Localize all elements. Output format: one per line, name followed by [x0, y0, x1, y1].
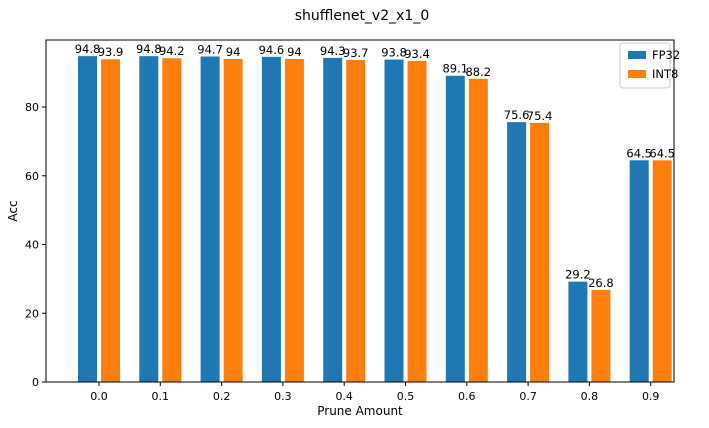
x-tick-label: 0.1 — [152, 390, 170, 403]
legend-swatch-fp32 — [628, 51, 646, 59]
plot-frame — [45, 39, 675, 383]
x-tick-label: 0.4 — [335, 390, 353, 403]
y-axis-label: Acc — [6, 200, 20, 221]
x-tick-label: 0.7 — [519, 390, 537, 403]
data-label: 89.1 — [442, 62, 468, 76]
bar-int8 — [591, 289, 611, 382]
x-tick-label: 0.8 — [581, 390, 599, 403]
chart-title: shufflenet_v2_x1_0 — [295, 8, 429, 24]
bar-fp32 — [629, 160, 649, 382]
bar-fp32 — [445, 75, 465, 382]
x-tick-label: 0.2 — [213, 390, 231, 403]
data-label: 64.5 — [626, 146, 652, 160]
bar-int8 — [530, 122, 550, 382]
y-tick-label: 40 — [25, 239, 39, 252]
data-label: 93.8 — [381, 46, 407, 60]
bar-fp32 — [200, 56, 220, 382]
bar-int8 — [346, 59, 366, 383]
bar-fp32 — [78, 56, 97, 382]
bar-fp32 — [139, 56, 159, 382]
data-label: 94.8 — [136, 42, 162, 56]
data-label: 93.7 — [343, 46, 369, 60]
bar-fp32 — [568, 281, 588, 382]
data-label: 75.4 — [527, 109, 553, 123]
bar-int8 — [101, 59, 120, 383]
legend-label: FP32 — [652, 48, 680, 62]
bar-int8 — [284, 58, 304, 383]
bar-fp32 — [261, 56, 281, 382]
legend: FP32 INT8 — [619, 42, 680, 89]
data-label: 94.7 — [197, 42, 223, 56]
data-label: 29.2 — [565, 268, 591, 282]
bar-fp32 — [384, 59, 404, 383]
x-tick-label: 0.3 — [274, 390, 292, 403]
data-label: 75.6 — [504, 108, 530, 122]
data-label: 26.8 — [588, 276, 614, 290]
bar-fp32 — [507, 122, 527, 382]
data-label: 93.9 — [98, 45, 124, 59]
bar-int8 — [162, 58, 182, 382]
bar-int8 — [652, 160, 672, 382]
legend-label: INT8 — [652, 67, 678, 81]
data-label: 88.2 — [465, 65, 491, 79]
y-tick-label: 20 — [25, 307, 39, 320]
y-tick-label: 0 — [32, 376, 39, 389]
bar-int8 — [468, 78, 488, 382]
x-tick-label: 0.9 — [642, 390, 660, 403]
data-label: 94.6 — [259, 43, 285, 57]
x-tick-label: 0.0 — [90, 390, 108, 403]
x-tick-label: 0.6 — [458, 390, 476, 403]
data-label: 94.3 — [320, 44, 346, 58]
data-label: 94 — [226, 45, 241, 59]
y-tick-label: 60 — [25, 170, 39, 183]
x-axis-label: Prune Amount — [317, 404, 403, 418]
data-label: 64.5 — [649, 146, 675, 160]
data-label: 94.8 — [75, 42, 101, 56]
legend-swatch-int8 — [628, 70, 646, 78]
bar-int8 — [407, 60, 427, 383]
bar-fp32 — [323, 57, 343, 383]
data-label: 94.2 — [159, 44, 185, 58]
data-label: 94 — [287, 45, 302, 59]
y-tick-label: 80 — [25, 101, 39, 114]
data-label: 93.4 — [404, 47, 430, 61]
x-tick-label: 0.5 — [397, 390, 415, 403]
bar-int8 — [223, 58, 243, 383]
